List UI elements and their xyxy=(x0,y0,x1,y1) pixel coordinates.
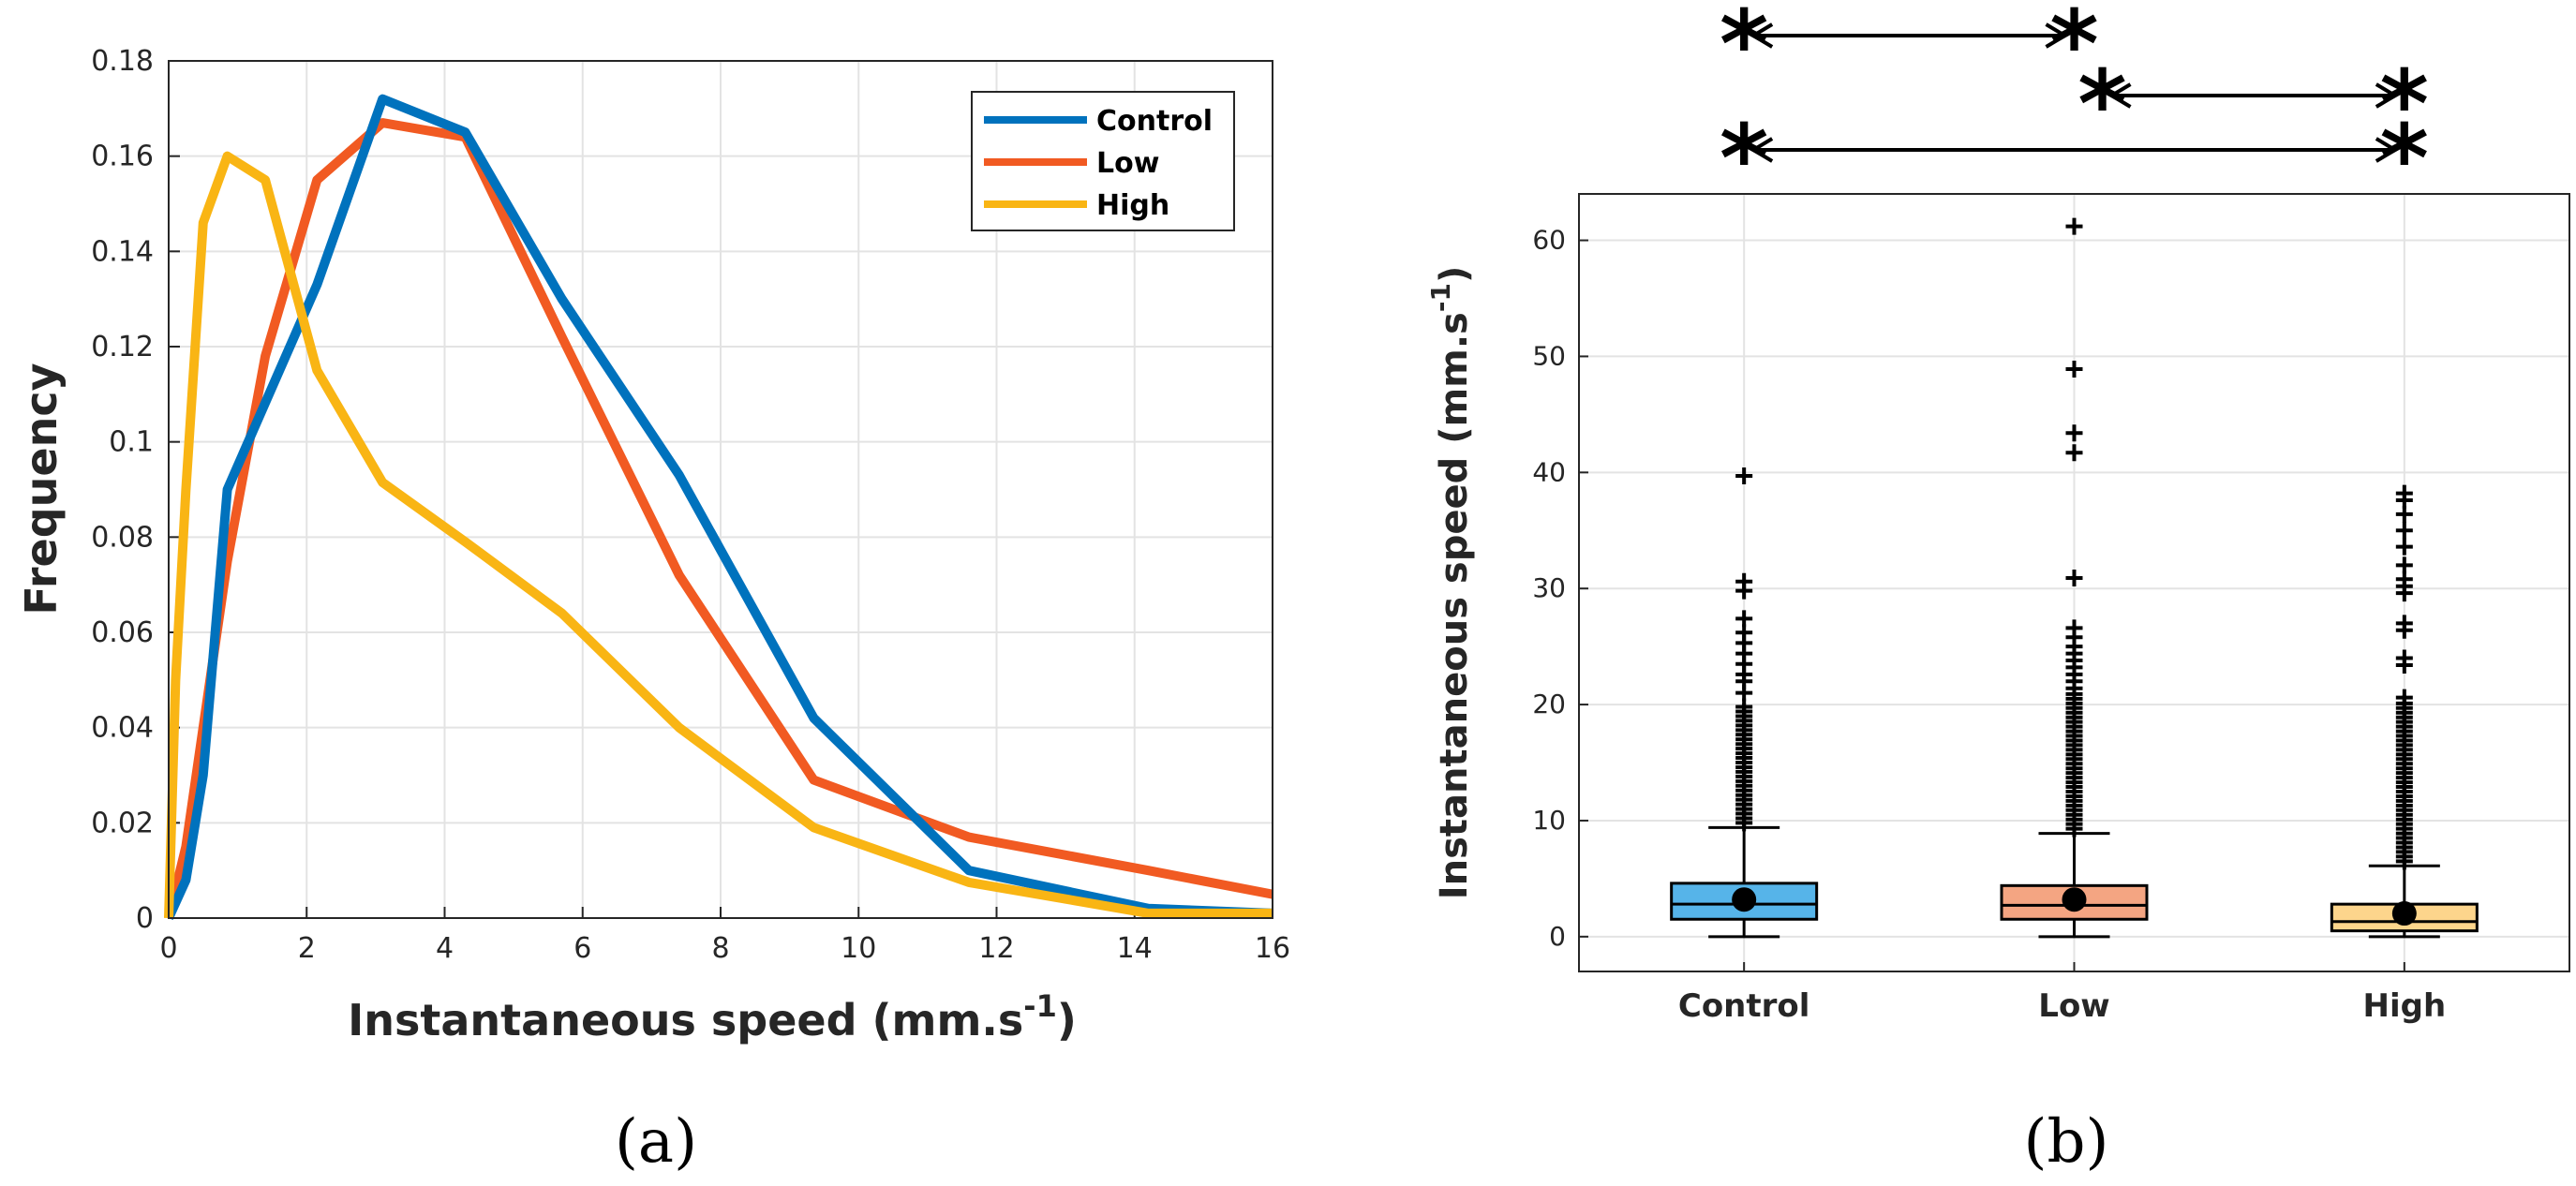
y-tick-label: 0.04 xyxy=(91,712,154,745)
box-low xyxy=(2000,217,2149,939)
outlier-marker xyxy=(1735,467,1753,485)
x-tick-label: 8 xyxy=(711,932,729,965)
boxes xyxy=(1670,217,2479,939)
category-label: Low xyxy=(2038,987,2109,1025)
significance-star: * xyxy=(2380,104,2429,214)
y-tick-label: 0.12 xyxy=(91,331,154,363)
outlier-marker xyxy=(2395,689,2413,706)
panel-label-b: (b) xyxy=(2024,1107,2109,1177)
arrow-head-right xyxy=(2375,82,2399,109)
y-tick-label: 10 xyxy=(1532,805,1566,836)
outlier-marker xyxy=(2065,444,2083,462)
x-tick-label: 14 xyxy=(1117,932,1153,965)
y-tick-label: 20 xyxy=(1532,689,1566,719)
box-control xyxy=(1670,467,1819,939)
ticks-b: 0 10 20 30 40 50 60 Control Low High xyxy=(1532,225,2446,1025)
x-tick-label: 12 xyxy=(978,932,1014,965)
significance-bracket: * * xyxy=(1720,104,2429,214)
significance-star: * xyxy=(1720,0,1768,99)
significance-star: * xyxy=(2049,0,2098,99)
y-tick-label: 0 xyxy=(136,902,154,935)
mean-marker xyxy=(1732,887,1757,912)
y-axis-label-b: Instantaneous speed (mm.s-1) xyxy=(1425,266,1476,899)
y-tick-label: 50 xyxy=(1532,340,1566,371)
mean-marker xyxy=(2391,901,2417,927)
x-tick-label: 4 xyxy=(436,932,454,965)
box-high xyxy=(2330,484,2479,939)
ticks-a: 0 2 4 6 8 10 12 14 16 0 0.02 0.04 0.06 0.08 0.1 0.12 0.1… xyxy=(91,45,1290,965)
legend: Control Low High xyxy=(971,91,1235,231)
legend-label-control: Control xyxy=(1096,105,1213,138)
y-tick-label: 0.1 xyxy=(109,426,154,459)
iqr-box xyxy=(1670,882,1819,921)
outlier-marker xyxy=(2065,570,2083,587)
outlier-marker xyxy=(2065,361,2083,378)
y-tick-label: 0.08 xyxy=(91,521,154,554)
outlier-marker xyxy=(1735,572,1753,590)
arrow-head-right xyxy=(2375,137,2399,163)
arrow-head-left xyxy=(1750,22,1774,49)
x-tick-label: 16 xyxy=(1255,932,1290,965)
y-tick-label: 0 xyxy=(1549,921,1566,952)
mean-marker xyxy=(2062,887,2087,912)
y-tick-label: 0.06 xyxy=(91,616,154,649)
outlier-marker xyxy=(2065,619,2083,637)
series-line-high xyxy=(164,151,1273,919)
y-tick-label: 30 xyxy=(1532,572,1566,603)
significance-bracket: * * xyxy=(1720,0,2099,99)
legend-label-high: High xyxy=(1096,189,1169,222)
y-tick-label: 40 xyxy=(1532,456,1566,487)
outlier-marker xyxy=(2065,217,2083,235)
arrow-head-right xyxy=(2045,22,2069,49)
significance-star: * xyxy=(2380,50,2429,159)
outlier-marker xyxy=(2395,484,2413,502)
outlier-marker xyxy=(2395,522,2413,540)
outlier-marker xyxy=(2395,538,2413,556)
y-tick-label: 0.02 xyxy=(91,807,154,839)
outlier-marker xyxy=(2395,556,2413,574)
panel-label-a: (a) xyxy=(615,1107,697,1177)
x-tick-label: 0 xyxy=(159,932,177,965)
significance-star: * xyxy=(2077,50,2126,159)
x-tick-label: 10 xyxy=(841,932,876,965)
y-tick-label: 0.18 xyxy=(91,45,154,78)
axes-box-b xyxy=(1578,193,2570,972)
outlier-marker xyxy=(2395,615,2413,632)
category-label: Control xyxy=(1678,987,1810,1025)
y-axis-label-a: Frequency xyxy=(16,363,67,615)
significance-brackets: * ** ** * xyxy=(1720,0,2429,214)
line-chart-panel: 0 2 4 6 8 10 12 14 16 0 0.02 0.04 0.06 0.08 0.1 0.12 0.1… xyxy=(16,45,1290,1177)
arrow-head-left xyxy=(2107,82,2132,109)
arrow-head-left xyxy=(1750,137,1774,163)
significance-star: * xyxy=(1720,104,1768,214)
y-tick-label: 0.14 xyxy=(91,235,154,268)
series-lines xyxy=(164,94,1273,921)
outlier-marker xyxy=(2395,649,2413,667)
y-tick-label: 0.16 xyxy=(91,141,154,173)
legend-label-low: Low xyxy=(1096,147,1159,180)
outlier-marker xyxy=(1735,610,1753,628)
x-tick-label: 6 xyxy=(573,932,591,965)
series-line-control xyxy=(164,94,1273,921)
significance-bracket: * * xyxy=(2077,50,2429,159)
x-axis-label-a: Instantaneous speed (mm.s-1) xyxy=(348,988,1077,1045)
axes-box-a xyxy=(168,60,1273,919)
y-tick-label: 60 xyxy=(1532,225,1566,256)
outlier-marker xyxy=(2065,424,2083,442)
x-tick-label: 2 xyxy=(298,932,316,965)
category-label: High xyxy=(2363,987,2447,1025)
